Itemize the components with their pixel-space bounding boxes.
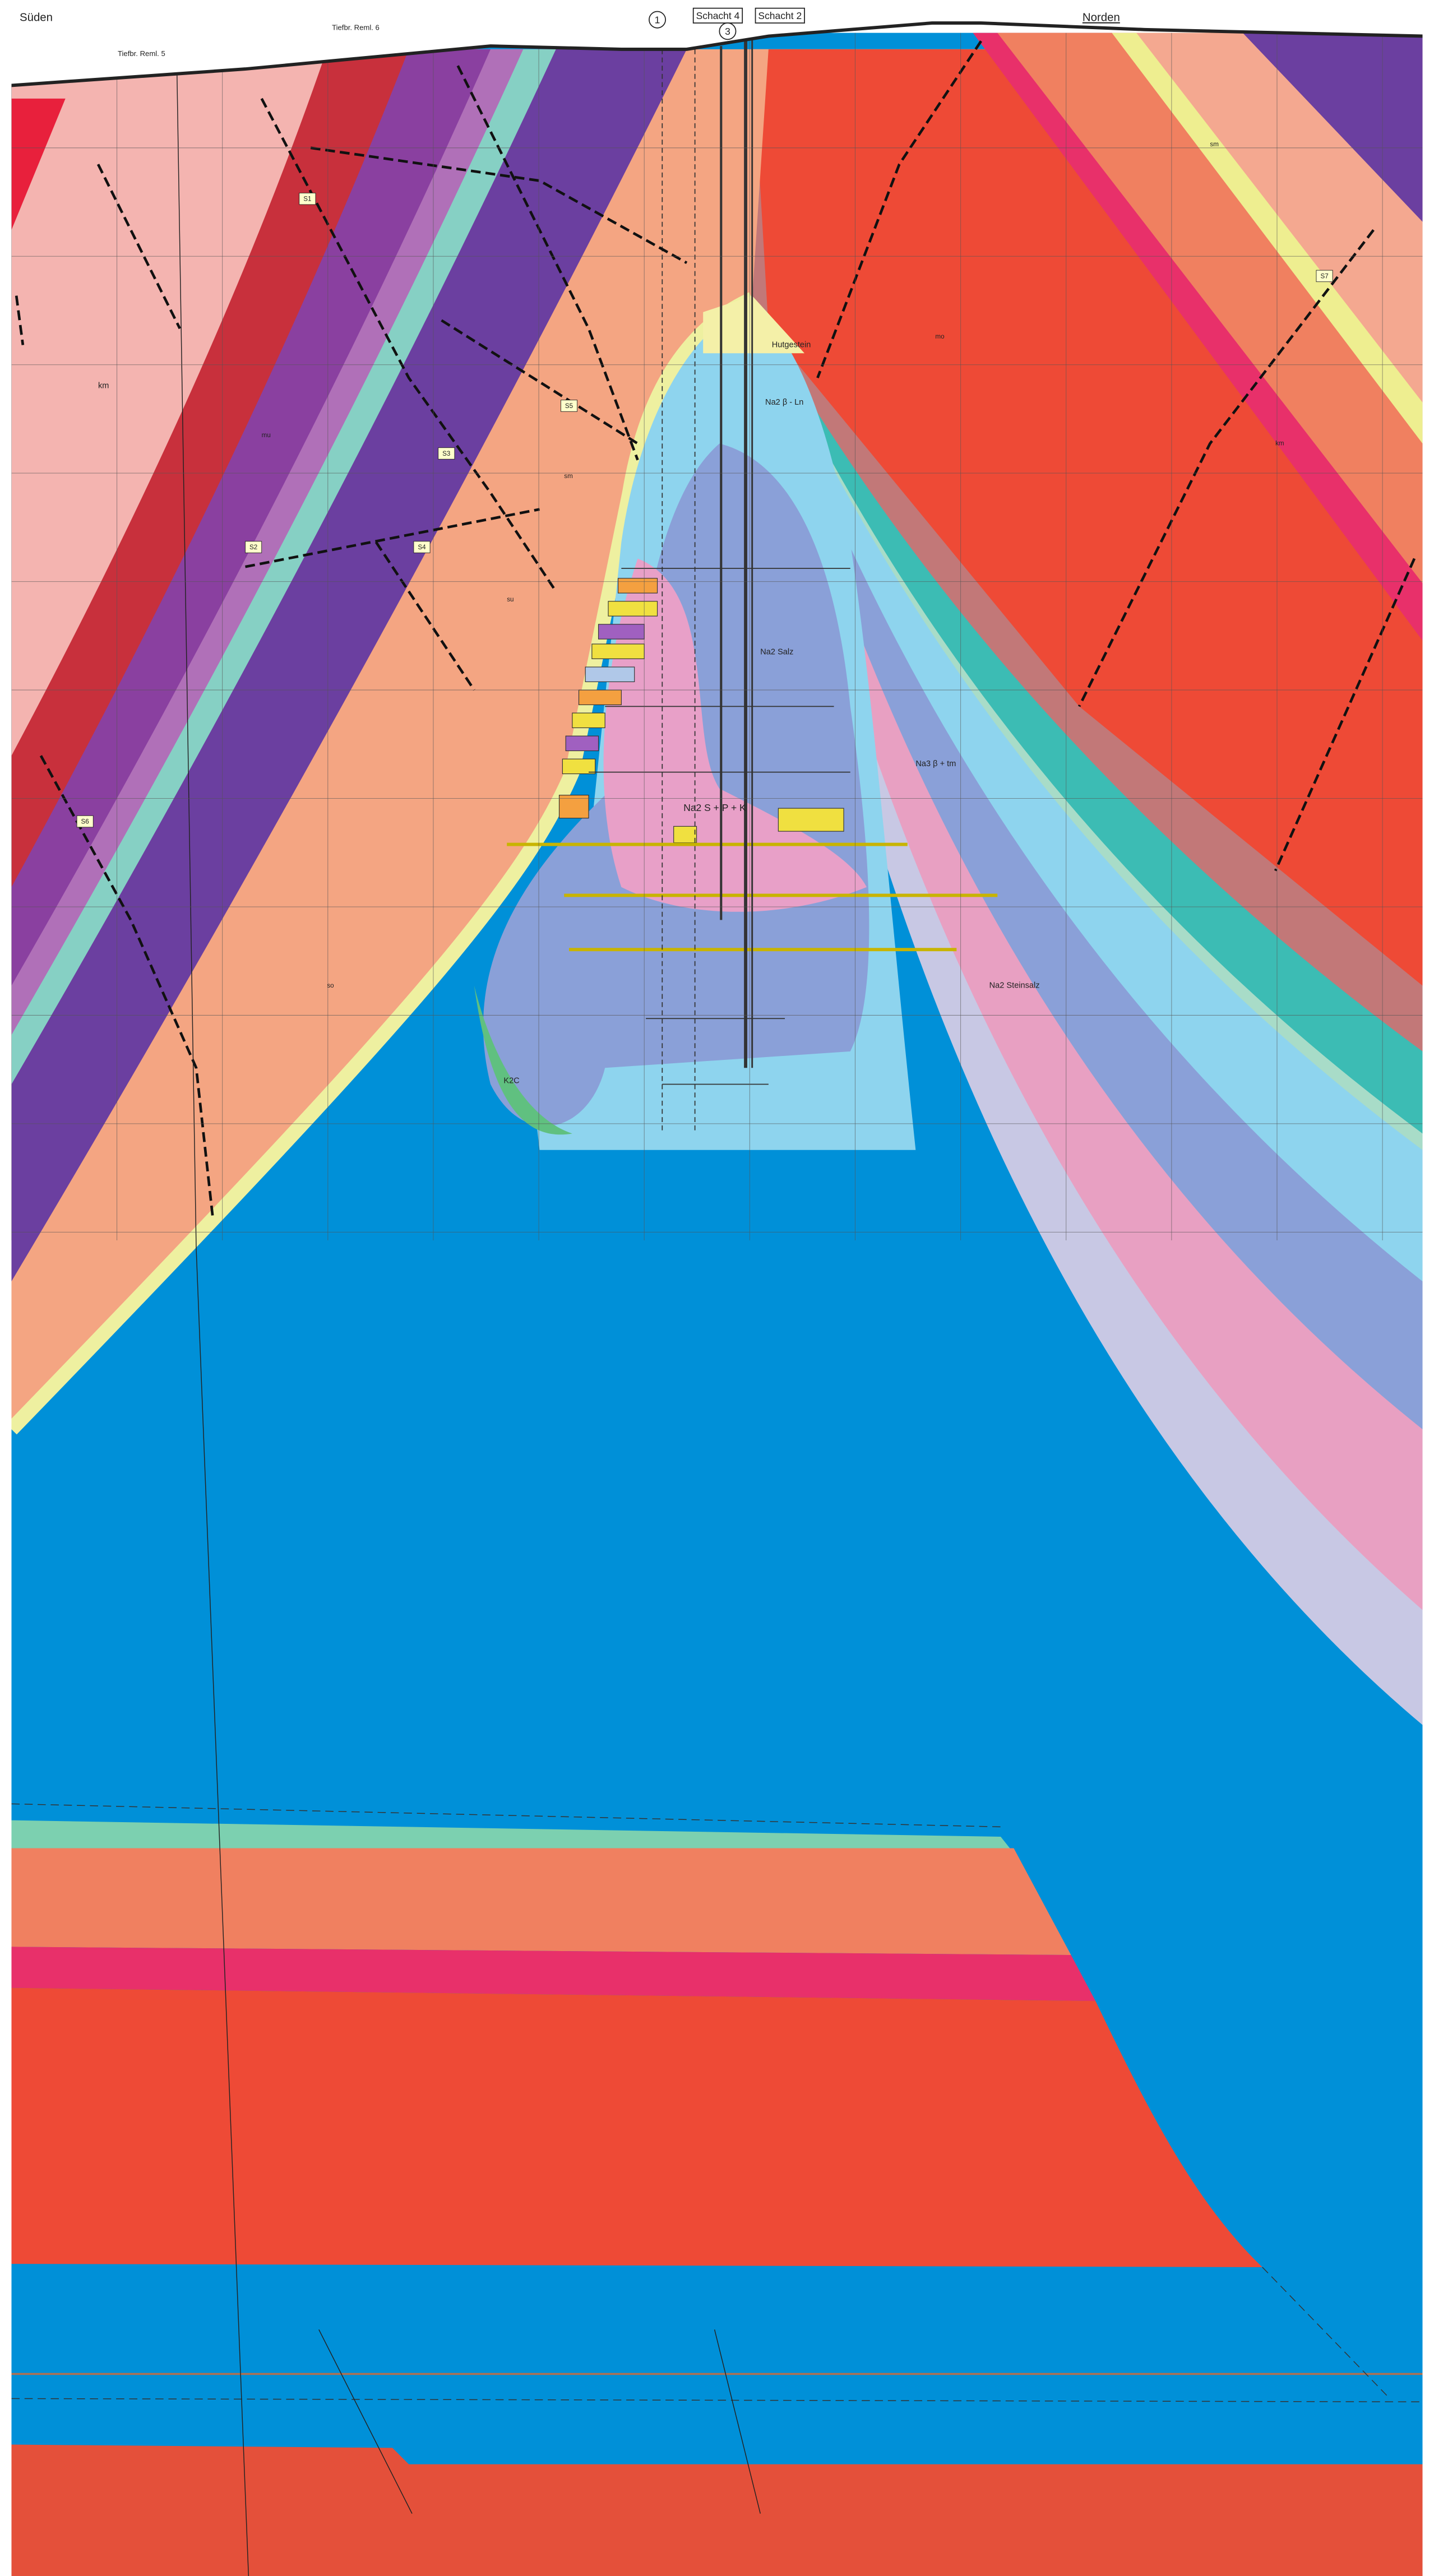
- fault-tag: [299, 192, 316, 205]
- chamber: [572, 712, 605, 729]
- chamber: [585, 666, 635, 683]
- chamber: [591, 643, 645, 659]
- fault: [714, 2329, 761, 2514]
- horizon: [11, 1803, 1001, 1828]
- marker: [719, 22, 737, 40]
- chamber: [562, 758, 596, 775]
- unit-label: Na2 β - Ln: [765, 398, 803, 407]
- surface: [11, 21, 1423, 87]
- fault: [441, 319, 639, 445]
- deep-teal: [11, 1820, 1014, 1854]
- unit-label: sm: [1210, 141, 1219, 148]
- deep-salmon: [11, 1848, 1071, 1956]
- unit-label: Na2 Steinsalz: [989, 981, 1040, 990]
- deep-magenta: [11, 1947, 1096, 2002]
- fault-tag: [438, 447, 455, 460]
- fault: [816, 40, 982, 378]
- fault: [245, 508, 540, 568]
- shaft-box: [755, 7, 805, 24]
- fault: [1077, 229, 1375, 707]
- margin: [1422, 0, 1434, 2576]
- unit-label: km: [1275, 439, 1284, 447]
- chamber: [608, 601, 658, 617]
- unit-label: Hutgestein: [772, 340, 811, 349]
- fault: [96, 164, 181, 330]
- fault: [318, 2329, 413, 2514]
- chamber: [598, 624, 645, 640]
- mine-workings: [507, 568, 998, 1085]
- marker-label: 3: [725, 26, 730, 37]
- fault: [260, 98, 557, 592]
- fault-tag: [561, 400, 578, 412]
- fault: [310, 146, 688, 265]
- fault-label: S2: [249, 544, 257, 551]
- fault-label: S7: [1320, 272, 1328, 280]
- borehole-label: Tiefbr. Reml. 5: [118, 49, 165, 58]
- fault-tag: [413, 541, 431, 553]
- unit-label: sm: [564, 472, 573, 480]
- marker-label: 1: [655, 14, 660, 25]
- fault: [39, 755, 214, 1216]
- layer-yellow-strip: [6, 292, 756, 1435]
- deep-borehole: [176, 49, 249, 2576]
- caprock: [703, 295, 805, 354]
- unit-label: km: [98, 382, 109, 391]
- fault-tag: [1316, 270, 1333, 282]
- chamber: [617, 578, 658, 594]
- layer-pink-south: [11, 49, 327, 756]
- chamber: [578, 689, 622, 706]
- unit-label: Na2 S + P + K: [683, 802, 746, 813]
- bottom-red: [11, 2444, 1423, 2576]
- south-label: Süden: [20, 11, 53, 24]
- unit-label: mo: [935, 333, 945, 340]
- shaft-label: Schacht 2: [758, 10, 802, 21]
- borehole-label: Tiefbr. Reml. 6: [332, 23, 380, 31]
- chamber: [778, 808, 844, 832]
- fault-label: S3: [442, 450, 450, 457]
- dome-potash: [603, 558, 867, 912]
- fault: [15, 295, 25, 345]
- dome-green-lens: [474, 985, 572, 1135]
- horizon: [1262, 2267, 1390, 2399]
- unit-label: Na3 β + tm: [915, 759, 956, 768]
- layer-red-corner: [11, 98, 66, 230]
- fault-tag: [245, 541, 262, 553]
- fault: [374, 541, 475, 691]
- unit-label: su: [507, 596, 514, 603]
- fault-label: S6: [81, 818, 89, 826]
- shaft-label: Schacht 4: [696, 10, 740, 21]
- fault-tag: [76, 815, 94, 828]
- sky: [0, 0, 1434, 86]
- chamber: [558, 795, 589, 819]
- faults: [15, 40, 1416, 1216]
- chamber: [565, 735, 599, 752]
- margin: [0, 0, 12, 2576]
- shafts: [662, 36, 753, 1134]
- unit-label: mu: [262, 432, 271, 439]
- fault: [456, 65, 639, 461]
- fault-label: S1: [303, 196, 311, 203]
- fault-label: S5: [565, 402, 573, 410]
- unit-label: K2C: [503, 1077, 519, 1086]
- unit-label: so: [327, 982, 334, 989]
- north-label: Norden: [1083, 11, 1120, 24]
- fault: [1274, 558, 1416, 872]
- shaft-box: [692, 7, 743, 24]
- marker: [649, 11, 666, 29]
- fault-label: S4: [418, 544, 426, 551]
- unit-label: Na2 Salz: [760, 647, 793, 656]
- chamber: [673, 826, 697, 844]
- deep-red: [11, 1987, 1262, 2267]
